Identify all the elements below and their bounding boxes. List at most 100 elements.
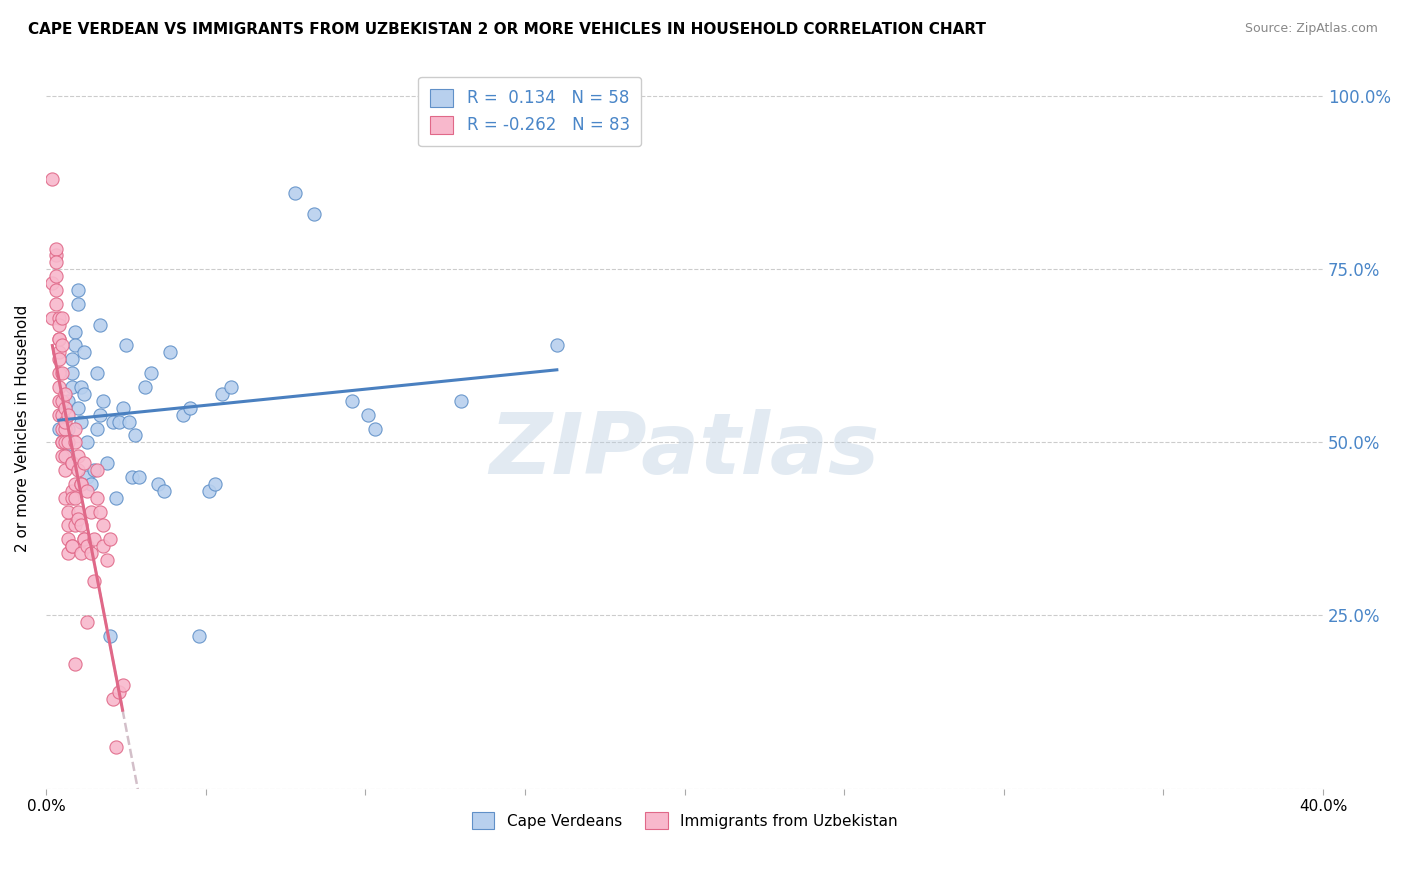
Point [70,380,93,394]
Point [70,546,93,560]
Point [60,456,83,470]
Point [219,380,242,394]
Point [111,678,134,692]
Point [51,310,73,325]
Point [134,380,156,394]
Point [53,435,76,450]
Point [63,657,86,671]
Point [73,345,96,359]
Point [51,449,73,463]
Point [48,332,70,346]
Point [48,393,70,408]
Point [284,186,307,201]
Point [45,297,67,311]
Point [70,415,93,429]
Point [48,408,70,422]
Point [53,415,76,429]
Point [51,338,73,352]
Point [45,269,67,284]
Point [60,539,83,553]
Point [66,401,89,415]
Point [53,401,76,415]
Point [41,276,63,290]
Point [63,476,86,491]
Point [98,533,121,547]
Point [124,428,146,442]
Point [70,476,93,491]
Point [101,415,124,429]
Point [48,318,70,332]
Point [93,393,115,408]
Y-axis label: 2 or more Vehicles in Household: 2 or more Vehicles in Household [15,305,30,552]
Point [53,463,76,477]
Point [60,491,83,505]
Point [86,421,108,435]
Point [105,491,128,505]
Point [45,255,67,269]
Point [63,325,86,339]
Point [302,207,325,221]
Point [211,387,233,401]
Point [60,456,83,470]
Point [60,352,83,367]
Point [70,518,93,533]
Point [60,483,83,498]
Point [76,539,98,553]
Point [79,546,101,560]
Point [51,435,73,450]
Point [60,380,83,394]
Point [63,421,86,435]
Point [48,366,70,380]
Point [48,421,70,435]
Point [51,366,73,380]
Point [450,393,472,408]
Point [60,539,83,553]
Point [45,242,67,256]
Point [58,505,80,519]
Point [73,387,96,401]
Point [105,739,128,754]
Point [45,248,67,262]
Point [48,380,70,394]
Point [342,393,364,408]
Point [546,338,568,352]
Point [86,491,108,505]
Point [141,366,163,380]
Point [98,629,121,643]
Text: ZIPatlas: ZIPatlas [489,409,880,491]
Point [79,476,101,491]
Point [51,408,73,422]
Point [101,691,124,706]
Point [73,456,96,470]
Point [60,366,83,380]
Point [41,310,63,325]
Point [118,415,141,429]
Point [51,408,73,422]
Point [66,297,89,311]
Point [58,393,80,408]
Point [96,456,118,470]
Point [93,518,115,533]
Point [53,401,76,415]
Point [73,533,96,547]
Point [204,476,226,491]
Point [188,629,211,643]
Point [63,491,86,505]
Point [45,283,67,297]
Point [58,435,80,450]
Point [83,574,105,588]
Text: CAPE VERDEAN VS IMMIGRANTS FROM UZBEKISTAN 2 OR MORE VEHICLES IN HOUSEHOLD CORRE: CAPE VERDEAN VS IMMIGRANTS FROM UZBEKIST… [28,22,986,37]
Point [89,408,111,422]
Point [48,345,70,359]
Point [48,310,70,325]
Point [83,463,105,477]
Point [53,449,76,463]
Point [73,533,96,547]
Point [179,401,201,415]
Point [58,546,80,560]
Point [53,491,76,505]
Point [53,421,76,435]
Point [79,505,101,519]
Point [76,470,98,484]
Point [70,476,93,491]
